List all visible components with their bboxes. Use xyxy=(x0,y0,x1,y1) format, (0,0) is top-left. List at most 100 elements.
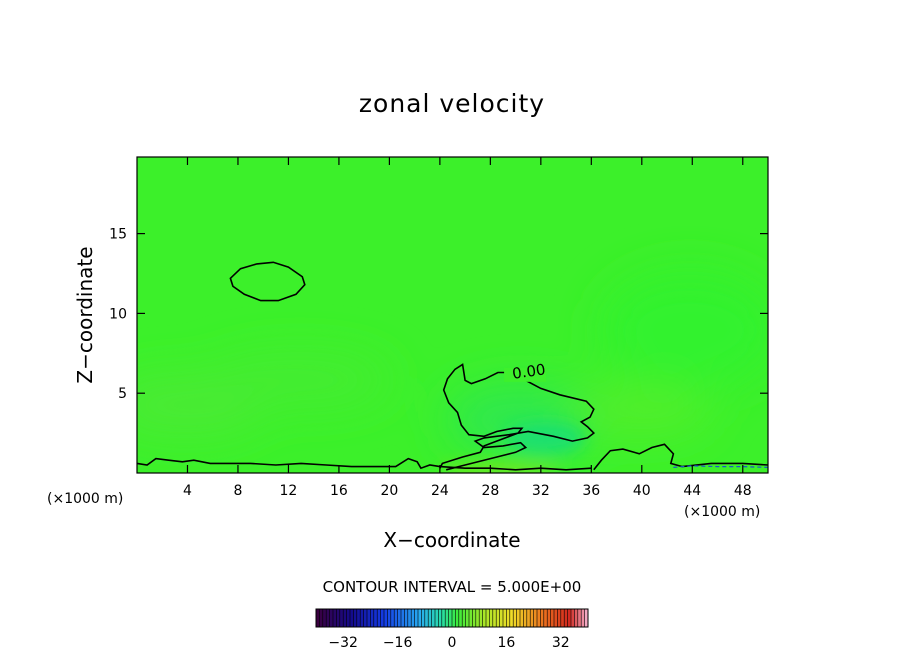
colorbar-swatch xyxy=(380,609,385,627)
colorbar-swatch xyxy=(516,609,521,627)
y-axis-label: Z−coordinate xyxy=(73,246,97,383)
colorbar-swatch xyxy=(560,609,565,627)
x-tick-label: 8 xyxy=(233,483,242,499)
colorbar-swatch xyxy=(333,609,337,627)
colorbar-swatch xyxy=(554,609,558,627)
colorbar-swatch xyxy=(404,609,409,627)
colorbar-swatch xyxy=(394,609,398,627)
colorbar-swatch xyxy=(458,609,463,627)
colorbar-swatch xyxy=(499,609,504,627)
fill-patch-right-lower xyxy=(570,385,710,435)
contour-interval-note: CONTOUR INTERVAL = 5.000E+00 xyxy=(323,578,582,596)
y-tick-label: 5 xyxy=(118,386,127,402)
colorbar-tick-label: −16 xyxy=(383,635,413,651)
colorbar-swatch xyxy=(343,609,347,627)
colorbar-swatch xyxy=(533,609,538,627)
plot-frame xyxy=(136,156,769,474)
colorbar-swatch xyxy=(322,609,327,627)
colorbar-swatch xyxy=(390,609,395,627)
colorbar-swatch xyxy=(353,609,358,627)
colorbar-swatch xyxy=(469,609,473,627)
y-tick-label: 10 xyxy=(109,306,127,322)
colorbar-swatch xyxy=(455,609,460,627)
colorbar-swatch xyxy=(489,609,494,627)
y-axis-ticks: 5 10 15 xyxy=(109,227,768,402)
colorbar-swatch xyxy=(472,609,477,627)
colorbar-swatch xyxy=(577,609,582,627)
colorbar-swatch xyxy=(503,609,507,627)
x-tick-label: 24 xyxy=(431,483,449,499)
colorbar-swatch xyxy=(370,609,375,627)
chart-title: zonal velocity xyxy=(359,89,545,118)
colorbar-swatch xyxy=(428,609,432,627)
colorbar-swatch xyxy=(350,609,354,627)
colorbar-swatch xyxy=(509,609,514,627)
colorbar-swatch xyxy=(435,609,439,627)
colorbar-swatch xyxy=(414,609,419,627)
colorbar-swatch xyxy=(387,609,392,627)
y-tick-label: 15 xyxy=(109,227,127,243)
fill-core-bottom xyxy=(440,464,560,473)
colorbar-swatch xyxy=(540,609,545,627)
colorbar-swatch xyxy=(537,609,541,627)
x-tick-label: 44 xyxy=(683,483,701,499)
colorbar-swatch xyxy=(367,609,371,627)
colorbar-swatch xyxy=(346,609,351,627)
colorbar-swatch xyxy=(438,609,443,627)
colorbar-swatch xyxy=(441,609,446,627)
colorbar-swatch xyxy=(581,609,585,627)
contour-upper-closed-loop xyxy=(229,261,306,302)
colorbar-swatch xyxy=(530,609,534,627)
colorbar-tick-label: 16 xyxy=(497,635,515,651)
colorbar-tick-label: −32 xyxy=(328,635,358,651)
colorbar-swatch xyxy=(496,609,500,627)
x-tick-label: 32 xyxy=(532,483,550,499)
colorbar-swatch xyxy=(360,609,364,627)
colorbar-swatch xyxy=(339,609,344,627)
x-tick-label: 28 xyxy=(481,483,499,499)
contour-fill xyxy=(137,157,768,473)
contour-lines: 0.00 xyxy=(137,261,768,471)
colorbar-swatch xyxy=(316,609,320,627)
colorbar-swatch xyxy=(523,609,528,627)
x-tick-label: 20 xyxy=(380,483,398,499)
fill-core-center xyxy=(505,422,585,454)
colorbar-tick-label: 32 xyxy=(552,635,570,651)
x-axis-ticks: 4 8 12 16 20 24 28 32 36 40 44 48 xyxy=(183,157,752,499)
colorbar-swatch xyxy=(492,609,497,627)
colorbar-swatch xyxy=(373,609,378,627)
colorbar-swatch xyxy=(543,609,548,627)
contour-bottom-trace xyxy=(137,457,592,471)
colorbar-tick-label: 0 xyxy=(448,635,457,651)
colorbar-swatch xyxy=(520,609,524,627)
colorbar-swatch xyxy=(363,609,368,627)
colorbar-swatch xyxy=(445,609,449,627)
colorbar-swatch xyxy=(486,609,490,627)
colorbar-swatch xyxy=(397,609,402,627)
contour-value-label: 0.00 xyxy=(511,360,547,382)
colorbar-swatch xyxy=(475,609,480,627)
colorbar-frame xyxy=(315,608,589,628)
colorbar-swatch xyxy=(550,609,555,627)
colorbar-swatch xyxy=(401,609,405,627)
colorbar-swatch xyxy=(506,609,511,627)
x-tick-label: 48 xyxy=(734,483,752,499)
colorbar-swatch xyxy=(574,609,579,627)
colorbar-swatch xyxy=(431,609,436,627)
colorbar-swatch xyxy=(584,609,589,627)
colorbar-swatch xyxy=(336,609,341,627)
x-tick-label: 12 xyxy=(280,483,298,499)
colorbar-swatch xyxy=(411,609,415,627)
colorbar-swatch xyxy=(513,609,517,627)
colorbar xyxy=(315,608,589,628)
colorbar-swatch xyxy=(329,609,334,627)
x-axis-label: X−coordinate xyxy=(383,528,520,552)
colorbar-ticks: −32 −16 0 16 32 xyxy=(328,635,569,651)
x-unit-label-left: (×1000 m) xyxy=(47,491,123,507)
colorbar-swatch xyxy=(319,609,324,627)
fill-patch-midleft xyxy=(210,355,390,405)
colorbar-swatch xyxy=(567,609,572,627)
x-unit-label-right: (×1000 m) xyxy=(684,504,760,520)
colorbar-swatch xyxy=(377,609,381,627)
